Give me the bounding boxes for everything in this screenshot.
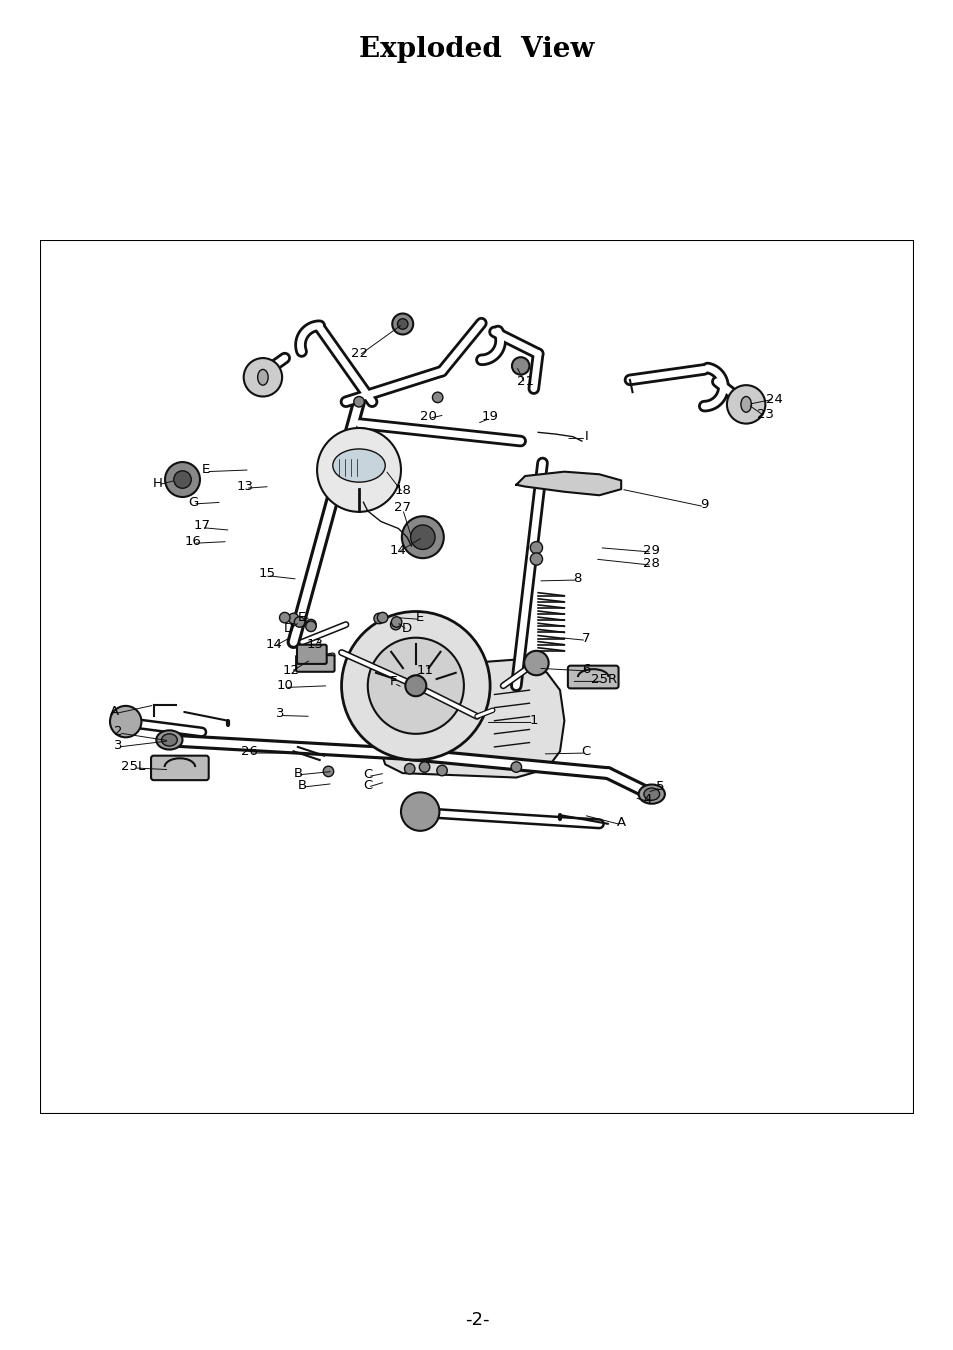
Text: 25R: 25R	[590, 674, 617, 686]
Circle shape	[390, 620, 400, 630]
Text: 28: 28	[642, 558, 659, 570]
Circle shape	[305, 621, 315, 632]
Text: 16: 16	[184, 535, 201, 548]
Text: 24: 24	[765, 393, 781, 405]
Circle shape	[436, 765, 447, 776]
Text: C: C	[581, 745, 590, 757]
Text: Exploded  View: Exploded View	[359, 36, 594, 63]
Circle shape	[530, 541, 542, 554]
Text: 18: 18	[394, 485, 411, 497]
Text: 14: 14	[266, 639, 282, 651]
Circle shape	[419, 761, 430, 772]
Text: 27: 27	[394, 501, 411, 514]
Text: 19: 19	[481, 410, 498, 423]
Text: C: C	[363, 779, 372, 792]
Circle shape	[323, 767, 334, 776]
Text: I: I	[584, 431, 587, 443]
Text: E: E	[297, 612, 306, 624]
Text: 3: 3	[275, 707, 284, 721]
Text: H: H	[152, 477, 163, 490]
Text: 6: 6	[581, 663, 590, 675]
Circle shape	[173, 471, 191, 489]
Text: 21: 21	[516, 375, 533, 389]
Circle shape	[512, 358, 529, 375]
Text: 23: 23	[756, 408, 773, 421]
Circle shape	[279, 613, 290, 622]
Circle shape	[410, 525, 435, 549]
Circle shape	[405, 675, 426, 697]
Text: B: B	[293, 767, 302, 780]
Text: 13: 13	[307, 639, 323, 651]
Circle shape	[726, 385, 764, 424]
Circle shape	[341, 612, 490, 760]
Text: 5: 5	[656, 780, 664, 792]
Circle shape	[392, 313, 413, 335]
Text: 13: 13	[236, 481, 253, 493]
Text: F: F	[390, 675, 397, 688]
Text: 7: 7	[581, 632, 590, 645]
Circle shape	[511, 761, 521, 772]
Text: 26: 26	[241, 745, 258, 757]
Circle shape	[391, 617, 401, 628]
Text: -2-: -2-	[464, 1311, 489, 1330]
Ellipse shape	[740, 397, 751, 412]
Circle shape	[404, 764, 415, 774]
Text: 9: 9	[700, 498, 708, 512]
Circle shape	[374, 613, 384, 624]
Circle shape	[243, 358, 282, 397]
Circle shape	[288, 613, 298, 624]
Circle shape	[110, 706, 141, 737]
Circle shape	[294, 617, 305, 628]
Circle shape	[400, 792, 439, 830]
Text: C: C	[363, 768, 372, 782]
Text: 14: 14	[390, 544, 406, 556]
Circle shape	[368, 637, 463, 734]
Circle shape	[305, 620, 315, 630]
Circle shape	[523, 651, 548, 675]
Circle shape	[316, 428, 400, 512]
Circle shape	[354, 397, 364, 406]
Circle shape	[530, 554, 542, 566]
Text: 29: 29	[642, 544, 659, 556]
Text: A: A	[616, 817, 625, 829]
Text: 2: 2	[114, 725, 123, 737]
Text: 8: 8	[573, 572, 581, 585]
Circle shape	[401, 516, 443, 558]
Text: 10: 10	[276, 679, 293, 693]
Text: B: B	[297, 779, 307, 792]
Text: 20: 20	[420, 410, 436, 423]
Text: 11: 11	[416, 664, 433, 676]
FancyBboxPatch shape	[567, 666, 618, 688]
Text: 25L: 25L	[121, 760, 146, 772]
Ellipse shape	[156, 730, 182, 749]
Ellipse shape	[257, 370, 268, 385]
Text: 15: 15	[258, 567, 275, 580]
Text: 1: 1	[529, 714, 537, 728]
Text: A: A	[110, 706, 119, 718]
Text: D: D	[284, 621, 294, 634]
Polygon shape	[516, 471, 620, 495]
Text: G: G	[188, 495, 198, 509]
Ellipse shape	[161, 734, 177, 747]
Text: E: E	[202, 463, 210, 477]
Text: 3: 3	[114, 738, 123, 752]
Circle shape	[432, 392, 442, 402]
Ellipse shape	[333, 450, 385, 482]
Text: 22: 22	[350, 347, 367, 360]
FancyBboxPatch shape	[296, 645, 326, 664]
Text: E: E	[416, 612, 424, 624]
Ellipse shape	[638, 784, 664, 803]
FancyBboxPatch shape	[295, 655, 335, 672]
Ellipse shape	[643, 788, 659, 801]
Text: 4: 4	[642, 792, 651, 806]
Polygon shape	[378, 660, 564, 778]
Text: D: D	[401, 621, 412, 634]
Circle shape	[165, 462, 200, 497]
Text: 17: 17	[193, 520, 210, 532]
Text: 12: 12	[282, 664, 299, 676]
Circle shape	[397, 319, 408, 329]
Circle shape	[377, 613, 388, 622]
FancyBboxPatch shape	[151, 756, 209, 780]
